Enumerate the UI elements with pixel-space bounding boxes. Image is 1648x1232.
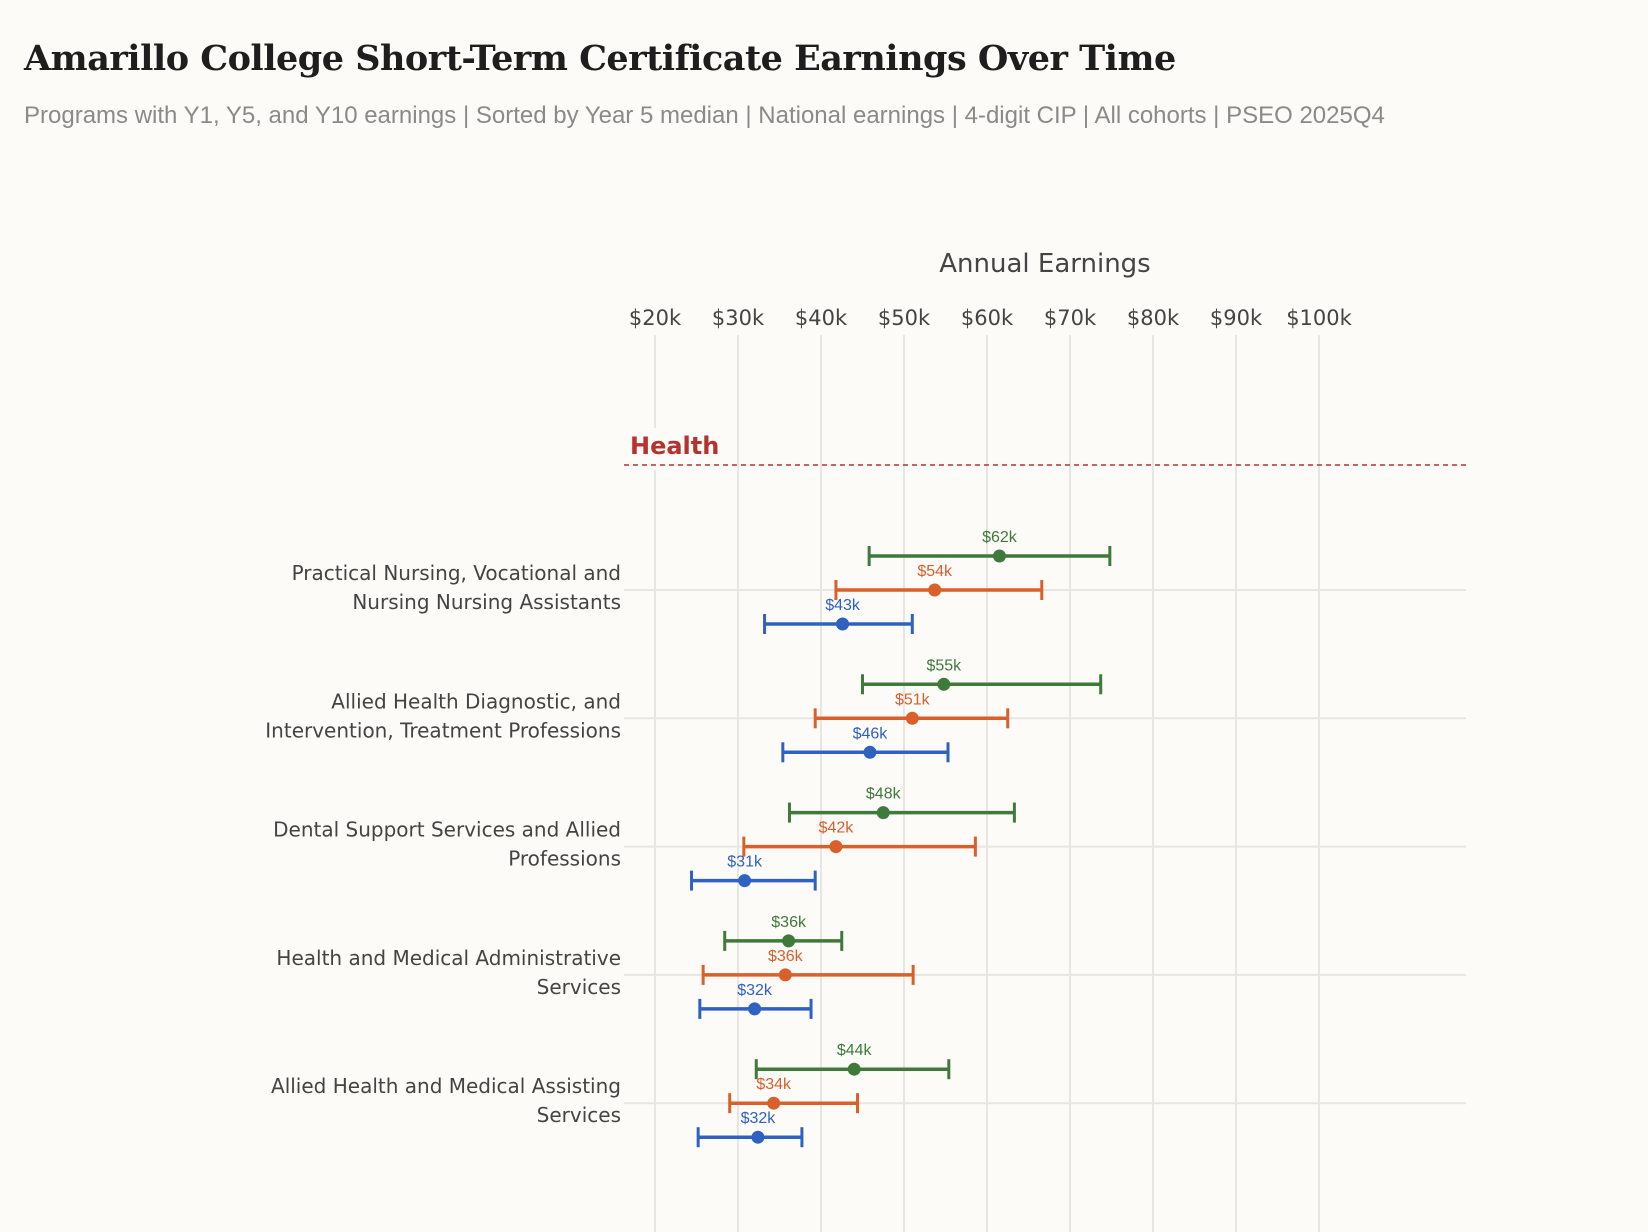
y1-median-label: $32k	[741, 1110, 777, 1127]
y1-median-label: $32k	[737, 982, 773, 999]
program-label-line-1: Health and Medical Administrative	[276, 946, 621, 970]
y1-median-point	[738, 874, 752, 888]
x-tick-label: $70k	[1044, 306, 1097, 330]
y5-median-label: $51k	[895, 691, 931, 708]
y10-median-label: $48k	[866, 786, 902, 803]
x-tick-label: $40k	[795, 306, 848, 330]
y1-median-label: $46k	[853, 725, 889, 742]
y5-median-label: $34k	[756, 1076, 792, 1093]
y5-median-label: $42k	[819, 820, 855, 837]
program-label-line-1: Practical Nursing, Vocational and	[292, 561, 621, 585]
y5-median-point	[905, 711, 919, 725]
x-tick-label: $60k	[961, 306, 1014, 330]
y10-median-point	[876, 806, 890, 820]
program-label-line-2: Nursing Nursing Assistants	[352, 590, 621, 614]
program-label-line-2: Services	[537, 1103, 621, 1127]
y10-median-label: $55k	[926, 657, 962, 674]
program-label-line-1: Allied Health and Medical Assisting	[271, 1074, 621, 1098]
y10-median-point	[992, 549, 1006, 563]
program-label-line-2: Services	[537, 975, 621, 999]
y10-median-label: $44k	[837, 1042, 873, 1059]
y1-median-point	[748, 1002, 762, 1016]
y10-median-point	[782, 934, 796, 948]
y10-median-point	[847, 1062, 861, 1076]
x-tick-label: $20k	[629, 306, 682, 330]
y1-median-point	[836, 617, 850, 631]
y10-median-label: $36k	[771, 914, 807, 931]
x-tick-label: $80k	[1127, 306, 1180, 330]
x-tick-label: $30k	[712, 306, 765, 330]
y10-median-label: $62k	[982, 529, 1018, 546]
x-axis-title: Annual Earnings	[939, 249, 1150, 279]
y1-median-label: $43k	[825, 597, 861, 614]
y5-median-label: $36k	[768, 948, 804, 965]
y1-median-point	[863, 745, 877, 759]
program-label-line-2: Professions	[508, 847, 621, 871]
y10-median-point	[937, 677, 951, 691]
y1-median-label: $31k	[727, 854, 763, 871]
x-tick-label: $50k	[878, 306, 931, 330]
x-tick-label: $90k	[1210, 306, 1263, 330]
y5-median-label: $54k	[917, 563, 953, 580]
group-label: Health	[630, 432, 719, 460]
program-label-line-1: Dental Support Services and Allied	[273, 818, 621, 842]
x-tick-label: $100k	[1286, 306, 1352, 330]
program-label-line-1: Allied Health Diagnostic, and	[331, 689, 621, 713]
chart-title: Amarillo College Short-Term Certificate …	[24, 38, 1176, 79]
y5-median-point	[778, 968, 792, 982]
y5-median-point	[928, 583, 942, 597]
y5-median-point	[767, 1096, 781, 1110]
chart-subtitle: Programs with Y1, Y5, and Y10 earnings |…	[24, 102, 1385, 129]
program-label-line-2: Intervention, Treatment Professions	[265, 718, 621, 742]
y1-median-point	[751, 1130, 765, 1144]
y5-median-point	[829, 840, 843, 854]
